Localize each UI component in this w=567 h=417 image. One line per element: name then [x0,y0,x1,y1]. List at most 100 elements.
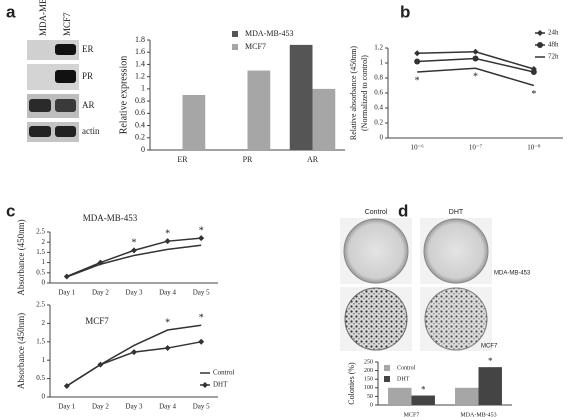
y-tick-label: 1 [42,258,46,266]
marker [164,345,171,352]
marker [472,55,479,62]
significance: * [199,313,204,324]
legend-label: Control [397,365,416,371]
x-tick-label: Day 1 [58,403,75,411]
x-tick-label: 10⁻⁶ [411,144,425,152]
chart-title: MCF7 [85,316,109,326]
x-tick-label: Day 4 [159,289,176,297]
legend-label: DHT [213,381,228,389]
legend-label: 72h [548,53,559,61]
legend-swatch [384,365,390,371]
x-tick-label: Day 3 [126,289,143,297]
panel-label: b [400,2,410,21]
y-tick-label: 0 [42,393,46,401]
y-tick-label: 2.5 [36,301,45,309]
y-axis-label: Colonies (%) [347,362,356,405]
legend-label: DHT [397,376,410,382]
y-tick-label: 250 [364,359,373,365]
y-axis-label: (Normalized to control) [360,55,369,131]
marker [63,382,70,389]
bar [247,70,271,150]
y-axis-label: Absorbance (450nm) [16,219,26,295]
line [66,244,202,278]
row-label: MDA-MB-453 [494,271,531,277]
bar [182,95,206,150]
y-tick-label: 2 [42,319,46,327]
x-tick-label: Day 1 [58,289,75,297]
y-tick-label: 150 [364,377,373,383]
significance: * [165,317,170,328]
significance: * [132,238,137,249]
western-blot [27,40,79,142]
significance: * [165,228,170,239]
y-tick-label: 1.4 [135,59,145,68]
legend-label: Control [213,369,234,377]
x-tick-label: MCF7 [404,412,420,417]
y-tick-label: 2 [42,238,46,246]
x-tick-label: Day 4 [159,403,176,411]
column-label: DHT [449,209,464,216]
y-tick-label: 0.5 [36,268,45,276]
line [417,67,535,87]
y-tick-label: 1 [42,356,46,364]
panel-label: d [398,201,408,220]
bar [455,387,479,405]
y-tick-label: 0.2 [374,119,383,127]
line [66,341,202,387]
x-tick-label: Day 5 [193,289,210,297]
y-axis-label: Relative expression [118,56,129,135]
x-tick-label: PR [243,155,253,164]
y-tick-label: 0.8 [374,74,383,82]
y-tick-label: 1 [141,84,145,93]
line [66,324,202,387]
legend-label: MCF7 [245,42,266,51]
y-tick-label: 0 [141,145,145,154]
colony-photos [340,218,492,351]
y-tick-label: 200 [364,368,373,374]
y-tick-label: 100 [364,385,373,391]
bar [312,88,336,150]
y-tick-label: 0.6 [374,89,383,97]
y-tick-label: 1.2 [374,44,383,52]
significance: * [473,72,478,83]
x-tick-label: 10⁻⁸ [527,144,541,152]
lane-label: MCF7 [62,12,72,36]
y-tick-label: 0.6 [135,108,145,117]
marker [530,69,537,75]
y-tick-label: 1.5 [36,248,45,256]
marker [198,235,205,242]
significance: * [531,89,536,100]
bar [411,395,435,405]
marker [537,42,543,48]
significance: * [488,356,493,366]
significance: * [199,225,204,236]
marker [131,247,137,254]
y-tick-label: 0.4 [135,120,145,129]
y-tick-label: 0.4 [374,104,383,112]
y-axis-label: Absorbance (450nm) [16,313,26,389]
band-label: AR [82,100,95,110]
significance: * [421,385,426,395]
band-label: ER [82,44,94,54]
marker [164,238,171,245]
y-tick-label: 0.8 [135,96,145,105]
y-tick-label: 0.5 [36,374,45,382]
marker [97,361,104,368]
legend-label: MDA-MB-453 [245,29,293,38]
marker [198,338,205,345]
y-tick-label: 0 [370,402,373,408]
legend-swatch [232,31,238,37]
y-tick-label: 0.2 [135,133,145,142]
panel-label: a [6,2,16,21]
legend-label: 48h [548,41,559,49]
marker [472,48,479,55]
y-tick-label: 1.2 [135,71,145,80]
bar [478,367,502,405]
x-tick-label: Day 5 [193,403,210,411]
band-label: actin [82,126,100,136]
bar [388,387,412,405]
y-axis-label: Relative absorbance (450nm) [349,46,358,141]
y-tick-label: 2.5 [36,228,45,236]
legend-label: 24h [548,29,559,37]
